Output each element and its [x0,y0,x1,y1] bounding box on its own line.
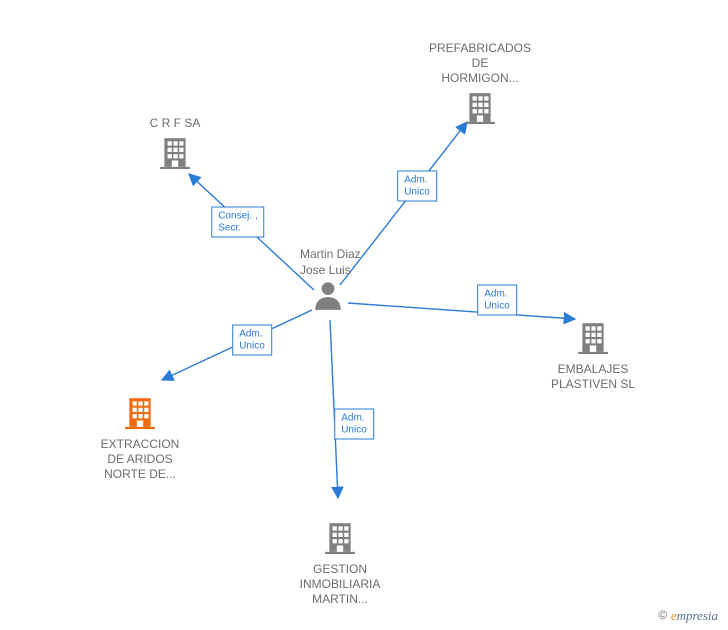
node-prefabricados: PREFABRICADOSDEHORMIGON... [410,37,550,128]
node-label-extraccion: EXTRACCIONDE ARIDOSNORTE DE... [70,437,210,482]
edge-badge-embalajes: Adm. Unico [477,285,517,316]
building-icon [463,90,497,124]
brand-rest: mpresia [677,608,718,623]
node-label-prefabricados: PREFABRICADOSDEHORMIGON... [410,41,550,86]
building-icon [323,520,357,554]
node-extraccion: EXTRACCIONDE ARIDOSNORTE DE... [70,395,210,482]
edge-badge-gestion: Adm. Unico [334,409,374,440]
edge-embalajes [348,303,575,319]
center-person-icon [311,278,345,317]
footer-attribution: © empresia [658,608,718,624]
node-embalajes: EMBALAJESPLASTIVEN SL [523,320,663,392]
node-label-embalajes: EMBALAJESPLASTIVEN SL [523,362,663,392]
node-gestion: GESTIONINMOBILIARIAMARTIN... [270,520,410,607]
node-crf-sa: C R F SA [105,112,245,173]
center-label: Martin Diaz Jose Luis [300,247,361,278]
node-label-gestion: GESTIONINMOBILIARIAMARTIN... [270,562,410,607]
person-icon [311,278,345,312]
node-label-crf-sa: C R F SA [105,116,245,131]
building-icon [123,395,157,429]
diagram-canvas: Martin Diaz Jose Luis © empresia Consej.… [0,0,728,630]
edge-badge-prefabricados: Adm. Unico [397,171,437,202]
building-icon [576,320,610,354]
edge-badge-extraccion: Adm. Unico [232,325,272,356]
building-icon [158,135,192,169]
edge-badge-crf-sa: Consej. , Secr. [211,207,264,238]
copyright-symbol: © [658,608,667,622]
